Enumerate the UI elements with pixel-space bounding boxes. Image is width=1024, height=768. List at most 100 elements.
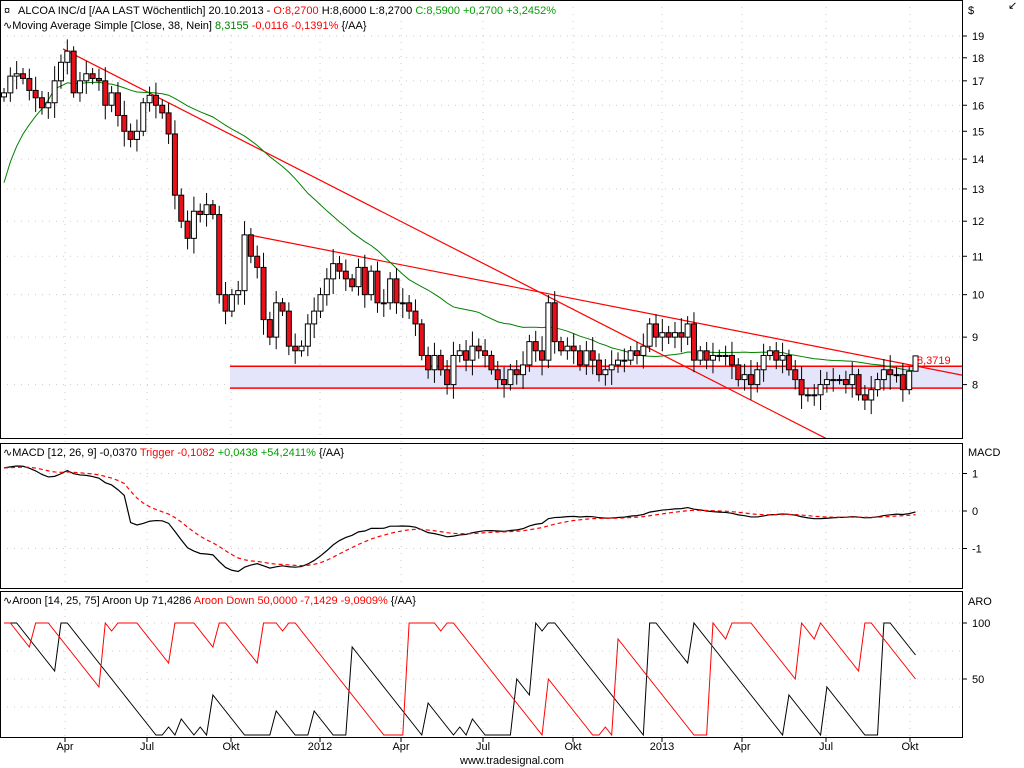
candle[interactable] — [798, 365, 805, 409]
candle[interactable] — [792, 360, 799, 390]
candle[interactable] — [488, 350, 495, 375]
candle[interactable] — [13, 61, 20, 90]
candle[interactable] — [235, 280, 242, 305]
candle[interactable] — [532, 330, 539, 362]
candle[interactable] — [747, 360, 754, 400]
candle[interactable] — [830, 367, 837, 392]
candle[interactable] — [785, 349, 792, 376]
candle[interactable] — [393, 268, 400, 314]
aroon-pane[interactable] — [0, 591, 963, 738]
candle[interactable] — [690, 312, 697, 373]
candle[interactable] — [874, 372, 881, 397]
candle[interactable] — [475, 338, 482, 359]
candle[interactable] — [849, 361, 856, 398]
candle[interactable] — [887, 355, 894, 390]
aroon-down-line[interactable] — [4, 621, 916, 737]
candle[interactable] — [906, 366, 913, 395]
candle[interactable] — [146, 86, 153, 112]
candle[interactable] — [899, 362, 906, 402]
candle[interactable] — [336, 255, 343, 280]
candle[interactable] — [387, 272, 394, 310]
candle[interactable] — [184, 210, 191, 250]
candle[interactable] — [178, 188, 185, 229]
candle[interactable] — [507, 363, 514, 391]
candle[interactable] — [399, 288, 406, 319]
candle[interactable] — [368, 265, 375, 301]
candle[interactable] — [469, 331, 476, 376]
candle[interactable] — [501, 366, 508, 398]
candle[interactable] — [247, 228, 254, 264]
macd-line[interactable] — [3, 465, 916, 573]
candle[interactable] — [133, 119, 140, 152]
footer-url[interactable]: www.tradesignal.com — [459, 755, 564, 767]
candle[interactable] — [292, 333, 299, 364]
candle[interactable] — [165, 103, 172, 144]
candle[interactable] — [811, 384, 818, 406]
candle[interactable] — [773, 342, 780, 370]
candle[interactable] — [70, 46, 77, 98]
candle[interactable] — [209, 199, 216, 220]
candle[interactable] — [431, 342, 438, 383]
candle[interactable] — [823, 371, 830, 393]
candle[interactable] — [634, 342, 640, 365]
candle[interactable] — [437, 349, 444, 376]
candle[interactable] — [418, 319, 425, 361]
candle[interactable] — [589, 337, 596, 375]
candle[interactable] — [665, 325, 672, 345]
candle[interactable] — [861, 385, 868, 410]
macd-pane[interactable] — [0, 443, 963, 589]
candle[interactable] — [279, 298, 286, 316]
candle[interactable] — [203, 193, 210, 227]
candle[interactable] — [615, 352, 622, 373]
candle[interactable] — [577, 344, 584, 371]
candle[interactable] — [526, 334, 533, 372]
candle[interactable] — [127, 123, 134, 148]
candle[interactable] — [254, 245, 261, 279]
candle[interactable] — [89, 67, 96, 85]
candle[interactable] — [349, 274, 356, 292]
candle[interactable] — [570, 333, 577, 364]
candle[interactable] — [412, 299, 419, 336]
candle[interactable] — [627, 345, 634, 366]
candle[interactable] — [640, 333, 647, 369]
candle[interactable] — [317, 287, 324, 319]
candle[interactable] — [298, 340, 305, 357]
candle[interactable] — [374, 261, 381, 313]
candle[interactable] — [266, 311, 273, 346]
candle[interactable] — [171, 120, 178, 210]
candle[interactable] — [513, 360, 520, 385]
candle[interactable] — [728, 341, 735, 380]
candle[interactable] — [678, 318, 685, 353]
candle[interactable] — [450, 341, 457, 399]
candle[interactable] — [140, 97, 147, 137]
candle[interactable] — [45, 92, 52, 119]
candle[interactable] — [868, 375, 875, 415]
candle[interactable] — [406, 295, 413, 320]
candle[interactable] — [697, 345, 704, 366]
candle[interactable] — [83, 61, 90, 94]
candle[interactable] — [671, 321, 678, 349]
candle[interactable] — [608, 350, 615, 385]
candle[interactable] — [842, 370, 849, 394]
candle[interactable] — [76, 72, 83, 102]
candle[interactable] — [102, 67, 109, 120]
aroon-up-line[interactable] — [4, 621, 916, 737]
candle[interactable] — [912, 355, 919, 372]
candle[interactable] — [716, 349, 723, 362]
candle[interactable] — [330, 249, 337, 295]
candle[interactable] — [64, 39, 71, 75]
candle[interactable] — [684, 316, 691, 346]
price-pane[interactable] — [0, 0, 963, 439]
candle[interactable] — [735, 358, 742, 387]
candle[interactable] — [722, 345, 729, 366]
candle[interactable] — [114, 82, 121, 127]
candle[interactable] — [241, 221, 248, 305]
candle[interactable] — [121, 100, 128, 147]
candle[interactable] — [273, 291, 280, 350]
candle[interactable] — [564, 337, 571, 360]
candle[interactable] — [51, 66, 58, 118]
candle[interactable] — [95, 68, 102, 91]
candle[interactable] — [754, 361, 761, 393]
candle[interactable] — [482, 339, 489, 368]
candle[interactable] — [709, 342, 716, 374]
